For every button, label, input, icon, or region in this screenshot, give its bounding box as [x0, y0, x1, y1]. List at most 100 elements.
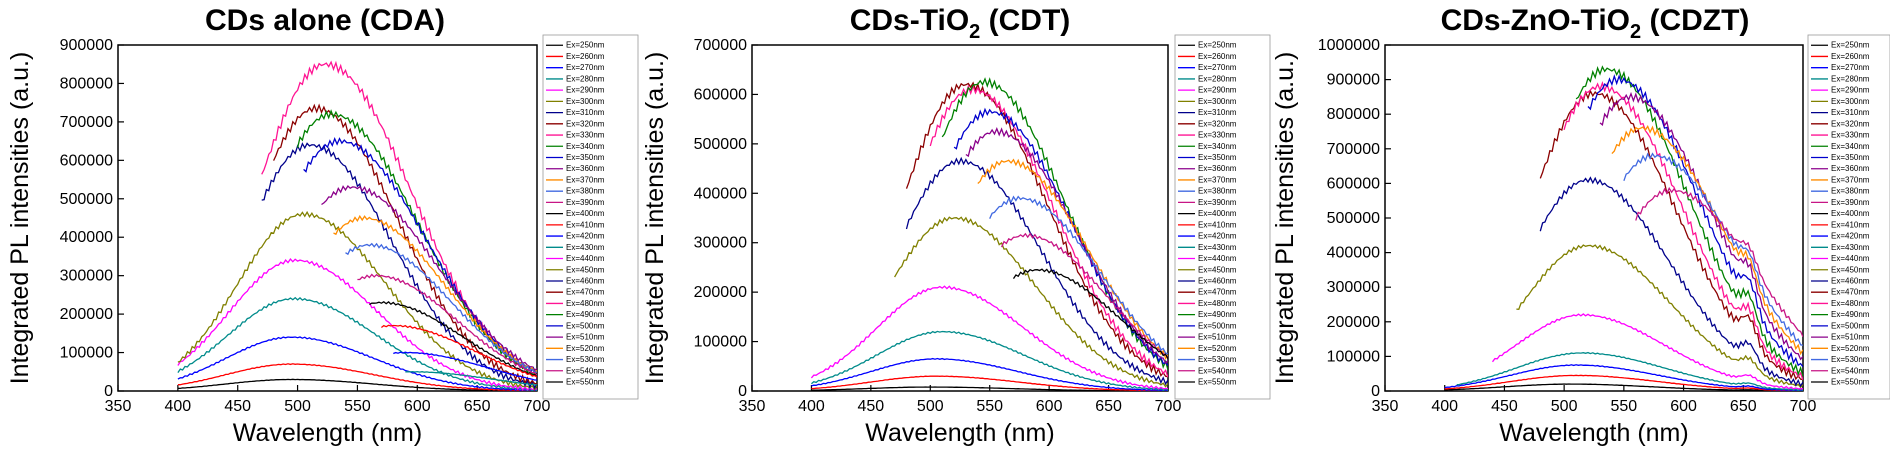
- y-tick-label: 200000: [1327, 314, 1380, 331]
- legend-label: Ex=390nm: [566, 198, 605, 207]
- series-line: [1491, 313, 1803, 390]
- x-tick-label: 500: [917, 398, 944, 415]
- legend-label: Ex=390nm: [1831, 198, 1870, 207]
- series-line: [1623, 152, 1803, 346]
- series-line: [1516, 244, 1803, 389]
- series-line: [177, 378, 537, 391]
- series-line: [810, 285, 1168, 390]
- legend-label: Ex=270nm: [1198, 63, 1237, 72]
- series-line: [357, 273, 537, 376]
- y-tick-label: 400000: [60, 229, 113, 246]
- series-line: [905, 81, 1168, 378]
- legend-label: Ex=280nm: [1198, 74, 1237, 83]
- plot-frame: [751, 44, 1169, 392]
- series-line: [393, 351, 537, 381]
- x-tick-label: 650: [1095, 398, 1122, 415]
- legend-label: Ex=410nm: [566, 220, 605, 229]
- y-tick-label: 300000: [694, 235, 747, 252]
- legend-label: Ex=540nm: [1831, 366, 1870, 375]
- y-tick-label: 700000: [1327, 141, 1380, 158]
- series-line: [977, 158, 1168, 360]
- x-tick-label: 550: [1611, 398, 1638, 415]
- x-tick-label: 450: [858, 398, 885, 415]
- y-tick-label: 300000: [60, 268, 113, 285]
- legend-label: Ex=370nm: [566, 175, 605, 184]
- legend-label: Ex=500nm: [1198, 321, 1237, 330]
- x-axis-label: Wavelength (nm): [865, 419, 1054, 447]
- series-line: [1539, 89, 1803, 381]
- x-tick-label: 550: [344, 398, 371, 415]
- x-tick-label: 700: [1790, 398, 1817, 415]
- series-line: [929, 83, 1168, 378]
- legend-label: Ex=540nm: [566, 366, 605, 375]
- legend-label: Ex=430nm: [1831, 243, 1870, 252]
- y-tick-label: 0: [738, 383, 747, 400]
- x-axis-label: Wavelength (nm): [233, 419, 422, 447]
- legend-label: Ex=550nm: [566, 378, 605, 387]
- legend-label: Ex=440nm: [566, 254, 605, 263]
- legend-label: Ex=450nm: [1198, 265, 1237, 274]
- x-tick-label: 700: [524, 398, 551, 415]
- legend-label: Ex=490nm: [1198, 310, 1237, 319]
- series-line: [296, 109, 537, 378]
- legend-label: Ex=470nm: [566, 288, 605, 297]
- x-tick-label: 400: [798, 398, 825, 415]
- legend-label: Ex=350nm: [1198, 153, 1237, 162]
- series-line: [1444, 374, 1803, 391]
- series-line: [811, 357, 1168, 391]
- legend-label: Ex=520nm: [1831, 344, 1870, 353]
- series-line: [1444, 364, 1803, 391]
- x-tick-label: 450: [1491, 398, 1518, 415]
- y-tick-label: 500000: [60, 191, 113, 208]
- series-line: [1001, 232, 1168, 359]
- x-tick-label: 600: [404, 398, 431, 415]
- chart-title: CDs-TiO2 (CDT): [850, 4, 1071, 43]
- legend-label: Ex=450nm: [566, 265, 605, 274]
- x-tick-label: 350: [105, 398, 132, 415]
- series-line: [1575, 65, 1803, 377]
- legend-box: [1174, 34, 1271, 400]
- y-tick-label: 700000: [60, 114, 113, 131]
- x-tick-label: 650: [464, 398, 491, 415]
- y-axis-label: Integrated PL intensities (a.u.): [1271, 52, 1299, 385]
- legend: Ex=250nm Ex=260nm Ex=270nm Ex=280nm Ex=290nm…: [1807, 34, 1890, 400]
- series-line: [273, 103, 537, 385]
- plot-frame: [117, 44, 538, 392]
- series-line: [810, 330, 1168, 391]
- legend-label: Ex=250nm: [1831, 41, 1870, 50]
- legend-label: Ex=320nm: [566, 119, 605, 128]
- legend-box: [542, 34, 639, 400]
- legend-label: Ex=480nm: [1198, 299, 1237, 308]
- legend-label: Ex=260nm: [1831, 52, 1870, 61]
- legend-label: Ex=290nm: [1831, 86, 1870, 95]
- y-tick-label: 400000: [694, 185, 747, 202]
- x-tick-label: 350: [1372, 398, 1399, 415]
- y-tick-label: 1000000: [1318, 37, 1380, 54]
- y-tick-label: 600000: [694, 86, 747, 103]
- legend-label: Ex=320nm: [1831, 119, 1870, 128]
- x-axis-label: Wavelength (nm): [1499, 419, 1688, 447]
- legend-label: Ex=530nm: [1198, 355, 1237, 364]
- series-line: [905, 156, 1168, 386]
- x-tick-label: 400: [165, 398, 192, 415]
- legend-label: Ex=380nm: [1198, 187, 1237, 196]
- legend-label: Ex=330nm: [1831, 131, 1870, 140]
- series-line: [177, 336, 537, 391]
- y-tick-label: 600000: [1327, 175, 1380, 192]
- legend: Ex=250nm Ex=260nm Ex=270nm Ex=280nm Ex=290nm…: [542, 34, 639, 400]
- legend-label: Ex=550nm: [1831, 378, 1870, 387]
- legend-label: Ex=300nm: [1198, 97, 1237, 106]
- y-tick-label: 300000: [1327, 279, 1380, 296]
- legend-label: Ex=350nm: [566, 153, 605, 162]
- legend-label: Ex=300nm: [566, 97, 605, 106]
- x-tick-label: 450: [224, 398, 251, 415]
- chart-title: CDs-ZnO-TiO2 (CDZT): [1441, 4, 1750, 43]
- legend-label: Ex=490nm: [1831, 310, 1870, 319]
- series-line: [405, 370, 537, 386]
- legend-label: Ex=310nm: [566, 108, 605, 117]
- y-tick-label: 100000: [60, 345, 113, 362]
- legend-label: Ex=420nm: [1831, 232, 1870, 241]
- legend-label: Ex=480nm: [566, 299, 605, 308]
- legend-label: Ex=290nm: [566, 86, 605, 95]
